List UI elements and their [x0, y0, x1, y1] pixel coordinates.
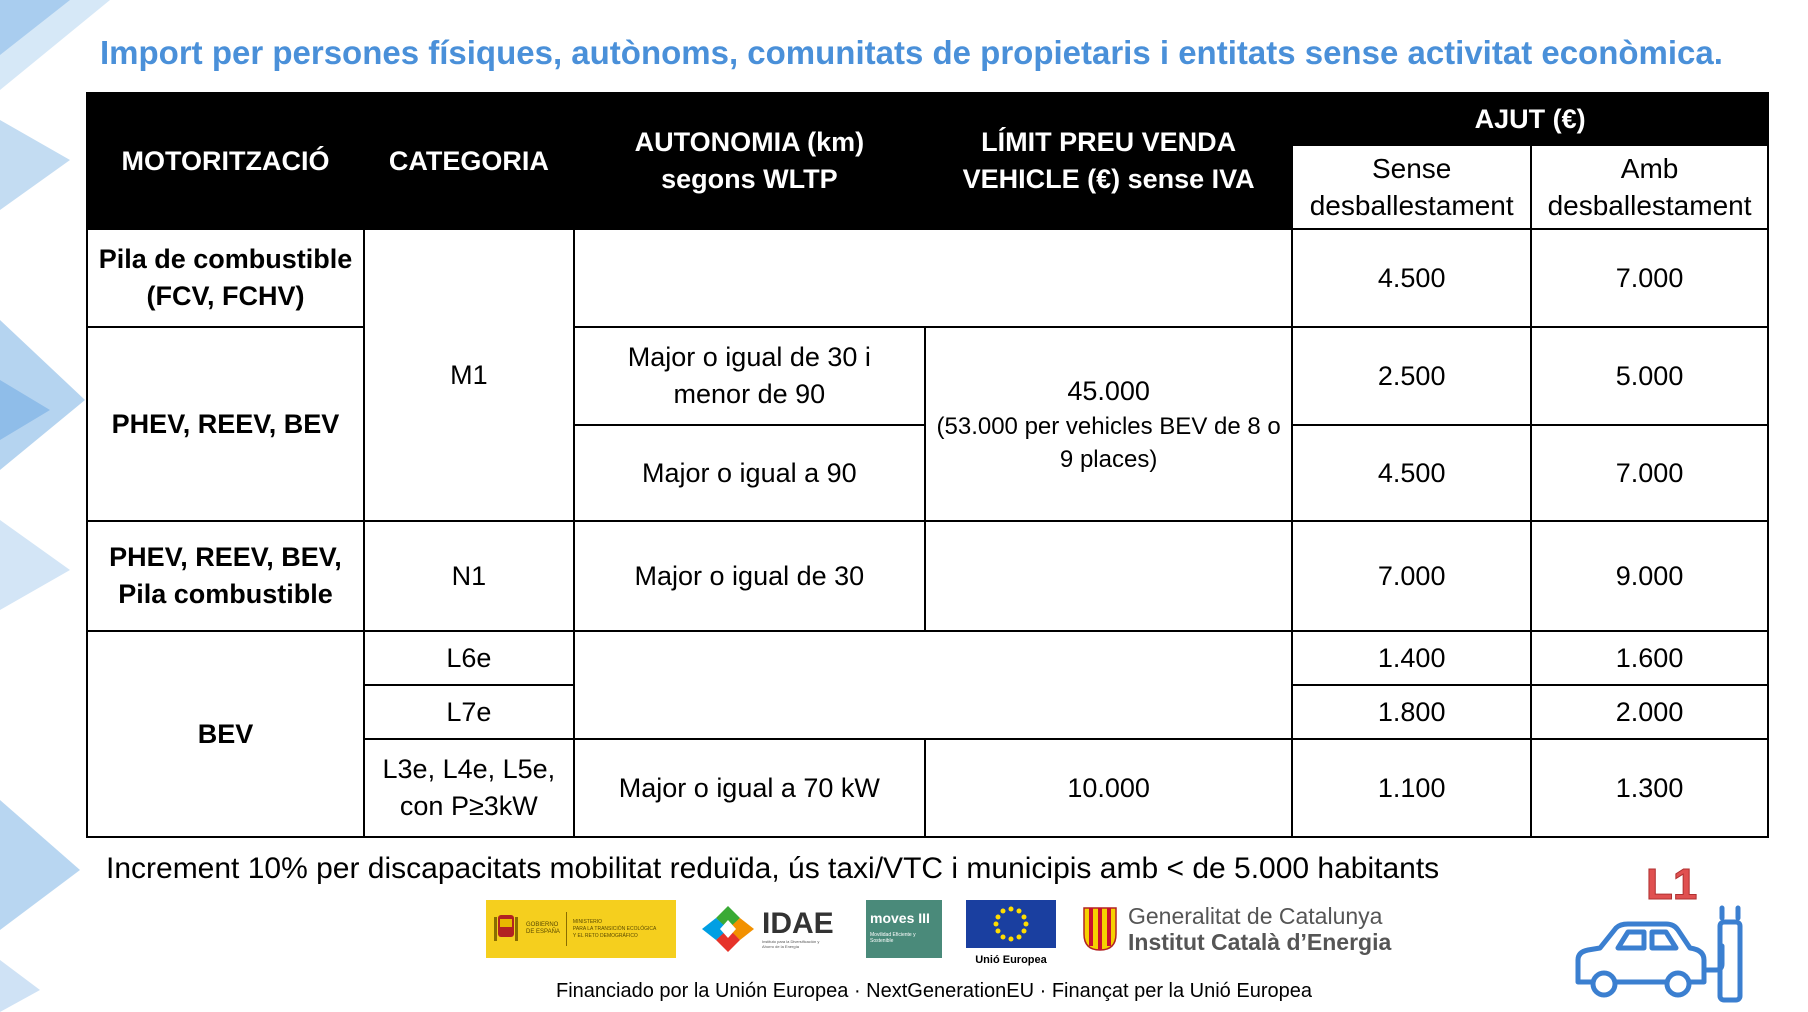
row-bev-motor: BEV	[86, 630, 365, 838]
row-n1-motor: PHEV, REEV, BEV, Pila combustible	[86, 520, 365, 632]
cell-phev1-autonomia-line2: menor de 90	[673, 379, 826, 409]
cell-m1-category: M1	[362, 228, 575, 522]
cell-l6e-sense: 1.400	[1291, 630, 1533, 686]
ministerio-logo: GOBIERNO DE ESPAÑA MINISTERIO PARA LA TR…	[486, 900, 676, 958]
cell-n1-autonomia: Major o igual de 30	[572, 520, 926, 632]
page-title: Import per persones físiques, autònoms, …	[100, 34, 1723, 71]
gobierno-line1: GOBIERNO	[526, 922, 559, 928]
header-sense: Sense desballestament	[1291, 144, 1533, 230]
header-ajut: AJUT (€)	[1291, 92, 1769, 146]
cell-l3e-limit: 10.000	[923, 738, 1294, 838]
increment-note: Increment 10% per discapacitats mobilita…	[106, 852, 1440, 885]
header-autonomia: AUTONOMIA (km) segons WLTP	[572, 92, 926, 230]
idae-subtext: Instituto para la Diversificación y Ahor…	[762, 939, 820, 949]
gencat-logo: Generalitat de Catalunya Institut Català…	[1082, 900, 1422, 958]
cell-phev2-autonomia: Major o igual a 90	[572, 424, 926, 522]
header-amb: Amb desballestament	[1530, 144, 1769, 230]
row-fcv-motor-line2: (FCV, FCHV)	[146, 281, 305, 311]
row-fcv-motor-line1: Pila de combustible	[98, 244, 353, 274]
cell-l3e-sense: 1.100	[1291, 738, 1533, 838]
cell-l7e-amb: 2.000	[1530, 684, 1769, 740]
header-amb-line2: desballestament	[1547, 190, 1752, 221]
cell-m1-limit: 45.000 (53.000 per vehicles BEV de 8 o 9…	[923, 326, 1294, 522]
row-fcv-motor: Pila de combustible (FCV, FCHV)	[86, 228, 365, 328]
header-sense-line1: Sense	[1371, 153, 1452, 184]
cell-fcv-empty	[572, 228, 1294, 328]
moves-text: moves III	[870, 910, 930, 926]
cell-m1-limit-note-line1: (53.000 per vehicles BEV de 8 o	[936, 412, 1281, 440]
cell-l6e-amb: 1.600	[1530, 630, 1769, 686]
l1-badge: L1	[1570, 860, 1750, 1010]
cell-l6e-category: L6e	[362, 630, 575, 686]
cell-l6e-l7e-empty	[572, 630, 1294, 740]
senyera-icon	[1083, 907, 1117, 951]
cell-l7e-category: L7e	[362, 684, 575, 740]
badge-label: L1	[1645, 860, 1698, 910]
row-n1-motor-line2: Pila combustible	[118, 579, 333, 609]
cell-phev1-autonomia: Major o igual de 30 i menor de 90	[572, 326, 926, 426]
header-motoritzacio: MOTORITZACIÓ	[86, 92, 365, 230]
cell-n1-category: N1	[362, 520, 575, 632]
decorative-triangles	[0, 0, 110, 1012]
cell-phev1-sense: 2.500	[1291, 326, 1533, 426]
logos-strip: GOBIERNO DE ESPAÑA MINISTERIO PARA LA TR…	[486, 900, 1446, 966]
cell-fcv-amb: 7.000	[1530, 228, 1769, 328]
eu-logo: Unió Europea	[966, 900, 1056, 966]
cell-n1-limit-empty	[923, 520, 1294, 632]
cell-phev2-amb: 7.000	[1530, 424, 1769, 522]
cell-l3e-autonomia: Major o igual a 70 kW	[572, 738, 926, 838]
gobierno-line2: DE ESPAÑA	[526, 929, 560, 935]
ministerio-line2: PARA LA TRANSICIÓN ECOLÓGICA	[572, 925, 657, 932]
cell-fcv-sense: 4.500	[1291, 228, 1533, 328]
header-limit-line1: LÍMIT PREU VENDA	[981, 127, 1237, 157]
idae-text: IDAE	[762, 907, 834, 940]
cell-phev1-amb: 5.000	[1530, 326, 1769, 426]
cell-n1-sense: 7.000	[1291, 520, 1533, 632]
header-amb-line1: Amb	[1620, 153, 1679, 184]
cell-n1-amb: 9.000	[1530, 520, 1769, 632]
cell-l3e-category-line1: L3e, L4e, L5e,	[382, 754, 556, 784]
header-sense-line2: desballestament	[1309, 190, 1514, 221]
idae-symbol-icon	[702, 906, 754, 952]
eu-label: Unió Europea	[975, 954, 1047, 966]
header-categoria: CATEGORIA	[362, 92, 575, 230]
header-limit-line2: VEHICLE (€) sense IVA	[962, 164, 1255, 194]
coat-of-arms-icon	[494, 915, 518, 941]
ministerio-line1: MINISTERIO	[572, 918, 603, 925]
idae-logo: IDAE Instituto para la Diversificación y…	[700, 900, 850, 958]
eu-flag-icon	[966, 900, 1056, 948]
cell-m1-limit-note-line2: 9 places)	[1059, 445, 1158, 473]
cell-l3e-category: L3e, L4e, L5e, con P≥3kW	[362, 738, 575, 838]
moves-subtext: Movilidad Eficiente y Sostenible	[870, 932, 916, 944]
row-phev-motor: PHEV, REEV, BEV	[86, 326, 365, 522]
cell-phev1-autonomia-line1: Major o igual de 30 i	[627, 342, 871, 372]
gencat-line2: Institut Català d’Energia	[1128, 929, 1392, 955]
funding-note: Financiado por la Unión Europea · NextGe…	[556, 980, 1312, 1002]
moves-logo: moves III Movilidad Eficiente y Sostenib…	[866, 900, 942, 958]
cell-phev2-sense: 4.500	[1291, 424, 1533, 522]
cell-l3e-amb: 1.300	[1530, 738, 1769, 838]
cell-l7e-sense: 1.800	[1291, 684, 1533, 740]
cell-l3e-category-line2: con P≥3kW	[399, 791, 538, 821]
header-autonomia-line2: segons WLTP	[661, 164, 838, 194]
gencat-line1: Generalitat de Catalunya	[1128, 903, 1383, 929]
header-limit: LÍMIT PREU VENDA VEHICLE (€) sense IVA	[923, 92, 1294, 230]
cell-m1-limit-value: 45.000	[1067, 375, 1150, 406]
row-n1-motor-line1: PHEV, REEV, BEV,	[109, 542, 342, 572]
ministerio-line3: Y EL RETO DEMOGRÁFICO	[572, 932, 638, 939]
aid-table: MOTORITZACIÓ CATEGORIA AUTONOMIA (km) se…	[86, 92, 1769, 838]
header-autonomia-line1: AUTONOMIA (km)	[634, 127, 865, 157]
electric-car-icon	[1575, 905, 1743, 1003]
